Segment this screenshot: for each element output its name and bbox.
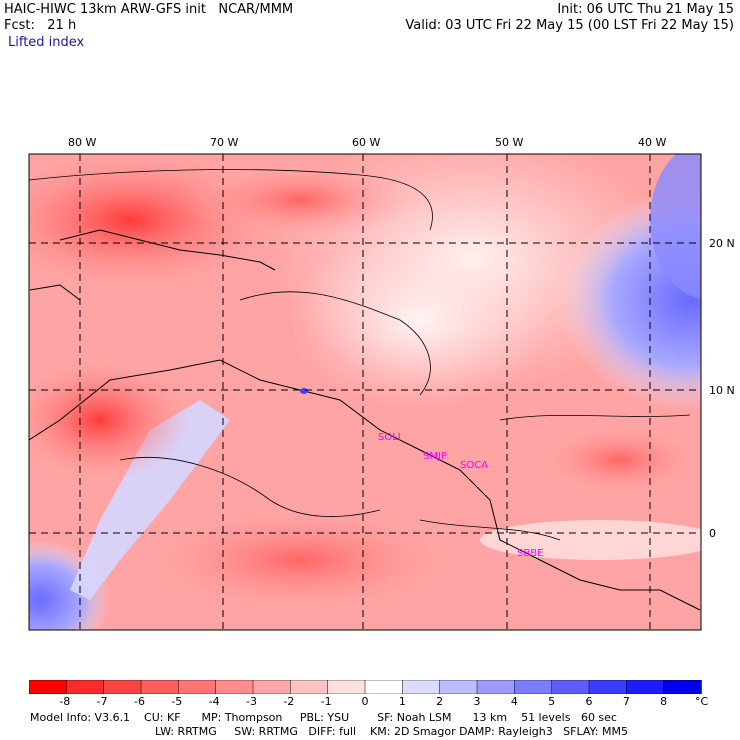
lat-label-20n: 20 N — [709, 237, 735, 250]
station-soca: SOCA — [460, 460, 489, 471]
map-frame — [28, 153, 702, 631]
station-soli: SOLI — [378, 432, 401, 443]
colorbar-swatch — [514, 680, 553, 694]
colorbar-swatch — [140, 680, 180, 694]
lon-label-60w: 60 W — [352, 136, 381, 149]
station-smjp: SMJP — [423, 451, 447, 462]
colorbar-tick-label: 7 — [622, 695, 630, 708]
colorbar-swatch — [215, 680, 254, 694]
station-sbbe: SBBE — [517, 548, 544, 559]
lon-label-80w: 80 W — [68, 136, 97, 149]
colorbar-swatch — [476, 680, 516, 694]
field-name: Lifted index — [8, 35, 85, 50]
colorbar-tick-label: -3 — [246, 695, 257, 708]
colorbar-tick-label: 2 — [436, 695, 444, 708]
colorbar-tick-label: 8 — [660, 695, 668, 708]
init-time: Init: 06 UTC Thu 21 May 15 — [557, 2, 734, 17]
forecast-hour: Fcst: 21 h — [4, 18, 77, 33]
colorbar-swatch — [551, 680, 590, 694]
colorbar-tick-label: -4 — [208, 695, 220, 708]
header-title: HAIC-HIWC 13km ARW-GFS init NCAR/MMM — [4, 2, 294, 17]
colorbar-swatch — [626, 680, 665, 694]
colorbar-tick-label: -1 — [320, 695, 332, 708]
map-field — [29, 154, 701, 630]
colorbar-tick-label: -6 — [134, 695, 145, 708]
lon-label-70w: 70 W — [210, 136, 239, 149]
lat-label-0: 0 — [709, 527, 716, 540]
colorbar-swatch — [588, 680, 628, 694]
colorbar-swatch — [439, 680, 478, 694]
valid-time: Valid: 03 UTC Fri 22 May 15 (00 LST Fri … — [405, 18, 734, 33]
colorbar-swatch — [66, 680, 105, 694]
model-info-line1: Model Info: V3.6.1 CU: KF MP: Thompson P… — [30, 711, 617, 724]
colorbar-swatch — [29, 680, 68, 694]
lon-label-50w: 50 W — [495, 136, 524, 149]
model-info-line2: LW: RRTMG SW: RRTMG DIFF: full KM: 2D Sm… — [155, 725, 628, 738]
colorbar-swatch — [402, 680, 441, 694]
colorbar-swatch — [103, 680, 142, 694]
colorbar-swatch — [663, 680, 702, 694]
colorbar-tick-label: 0 — [361, 695, 369, 708]
colorbar-tick-label: 4 — [510, 695, 518, 708]
colorbar-tick-label: -7 — [96, 695, 108, 708]
colorbar-tick-label: 1 — [398, 695, 406, 708]
colorbar — [29, 680, 702, 694]
lat-label-10n: 10 N — [709, 384, 735, 397]
colorbar-tick-label: -8 — [59, 695, 71, 708]
colorbar-swatch — [178, 680, 217, 694]
lon-label-40w: 40 W — [638, 136, 667, 149]
colorbar-tick-label: 5 — [548, 695, 556, 708]
colorbar-tick-label: 3 — [473, 695, 481, 708]
colorbar-tick-label: 6 — [585, 695, 593, 708]
colorbar-swatch — [364, 680, 404, 694]
colorbar-swatch — [252, 680, 292, 694]
colorbar-tick-label: -2 — [283, 695, 295, 708]
graticule — [29, 154, 701, 630]
colorbar-swatch — [327, 680, 366, 694]
colorbar-unit: °C — [695, 695, 709, 708]
colorbar-swatch — [290, 680, 329, 694]
colorbar-tick-label: -5 — [171, 695, 183, 708]
